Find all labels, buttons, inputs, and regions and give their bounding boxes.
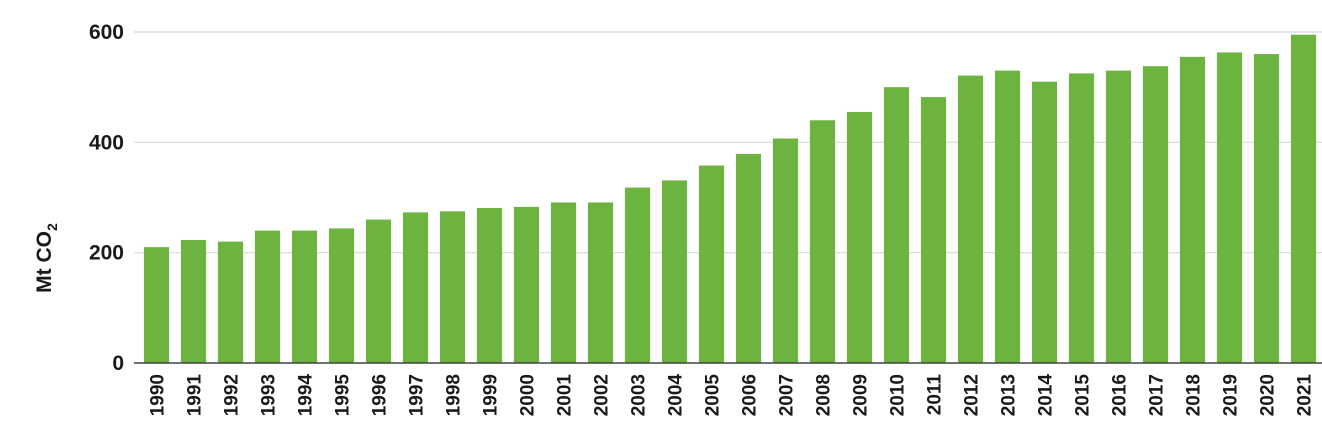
x-tick-label-2021: 2021 [1295, 374, 1316, 417]
x-tick-label-1995: 1995 [333, 374, 354, 417]
bar-1992 [217, 241, 244, 363]
x-tick-label-2004: 2004 [666, 374, 687, 417]
x-tick-label-1991: 1991 [185, 374, 206, 417]
bar-2000 [513, 206, 540, 363]
bar-2007 [772, 138, 799, 363]
y-tick-label-0: 0 [112, 352, 124, 375]
x-tick-label-2011: 2011 [925, 374, 946, 416]
bar-2010 [883, 87, 910, 364]
x-tick-label-2009: 2009 [851, 374, 872, 416]
x-tick-label-2020: 2020 [1258, 374, 1279, 416]
bar-1999 [476, 207, 503, 363]
bar-2017 [1142, 66, 1169, 363]
x-tick-label-2012: 2012 [962, 374, 983, 416]
bar-1997 [402, 212, 429, 363]
y-tick-label-600: 600 [89, 21, 124, 44]
bar-2013 [994, 70, 1021, 363]
bar-2018 [1179, 56, 1206, 363]
y-tick-labels: 0 200 400 600 [89, 21, 124, 375]
x-tick-label-1998: 1998 [444, 374, 465, 416]
bar-1990 [143, 247, 170, 363]
x-tick-label-2002: 2002 [592, 374, 613, 416]
bar-2011 [920, 97, 947, 363]
x-tick-labels: 1990 1991 1992 1993 1994 1995 1996 1997 1998 1999… [148, 374, 1316, 417]
x-tick-label-2016: 2016 [1110, 374, 1131, 416]
y-axis-label: Mt CO2 [33, 223, 60, 293]
x-tick-label-2014: 2014 [1036, 374, 1057, 417]
bar-1995 [328, 228, 355, 363]
bar-2001 [550, 202, 577, 363]
x-tick-label-2019: 2019 [1221, 374, 1242, 416]
bar-2002 [587, 202, 614, 363]
x-tick-label-1992: 1992 [222, 374, 243, 416]
y-axis-label-subscript: 2 [44, 223, 60, 231]
x-tick-label-1993: 1993 [259, 374, 280, 416]
bar-1991 [180, 239, 207, 363]
x-tick-label-2005: 2005 [703, 374, 724, 417]
bar-2020 [1253, 54, 1280, 364]
bar-2006 [735, 153, 762, 363]
bar-2015 [1068, 73, 1095, 363]
bar-2019 [1216, 52, 1243, 363]
x-tick-label-2008: 2008 [814, 374, 835, 416]
x-tick-label-2013: 2013 [999, 374, 1020, 416]
bar-2016 [1105, 70, 1132, 363]
bar-2021 [1290, 34, 1317, 364]
bar-2005 [698, 165, 725, 363]
y-tick-label-200: 200 [89, 242, 124, 265]
x-tick-label-1990: 1990 [148, 374, 169, 416]
x-tick-label-1996: 1996 [370, 374, 391, 416]
x-tick-label-1997: 1997 [407, 374, 428, 416]
x-tick-label-2001: 2001 [555, 374, 576, 417]
y-axis-label-main: Mt CO [33, 231, 56, 293]
x-tick-label-1999: 1999 [481, 374, 502, 416]
x-tick-label-2018: 2018 [1184, 374, 1205, 416]
x-tick-label-2010: 2010 [888, 374, 909, 416]
x-tick-label-2003: 2003 [629, 374, 650, 416]
x-tick-label-2006: 2006 [740, 374, 761, 416]
bar-1994 [291, 230, 318, 363]
bar-1996 [365, 219, 392, 363]
bar-1993 [254, 230, 281, 363]
bar-2008 [809, 120, 836, 364]
bar-2012 [957, 75, 984, 363]
x-tick-label-2017: 2017 [1147, 374, 1168, 416]
x-tick-label-1994: 1994 [296, 374, 317, 417]
bar-1998 [439, 211, 466, 363]
bar-2004 [661, 180, 688, 363]
x-tick-label-2007: 2007 [777, 374, 798, 416]
bars [143, 34, 1317, 364]
x-tick-label-2015: 2015 [1073, 374, 1094, 417]
bar-2003 [624, 187, 651, 363]
x-tick-label-2000: 2000 [518, 374, 539, 416]
bar-2009 [846, 111, 873, 363]
y-tick-label-400: 400 [89, 131, 124, 154]
bar-2014 [1031, 81, 1058, 364]
